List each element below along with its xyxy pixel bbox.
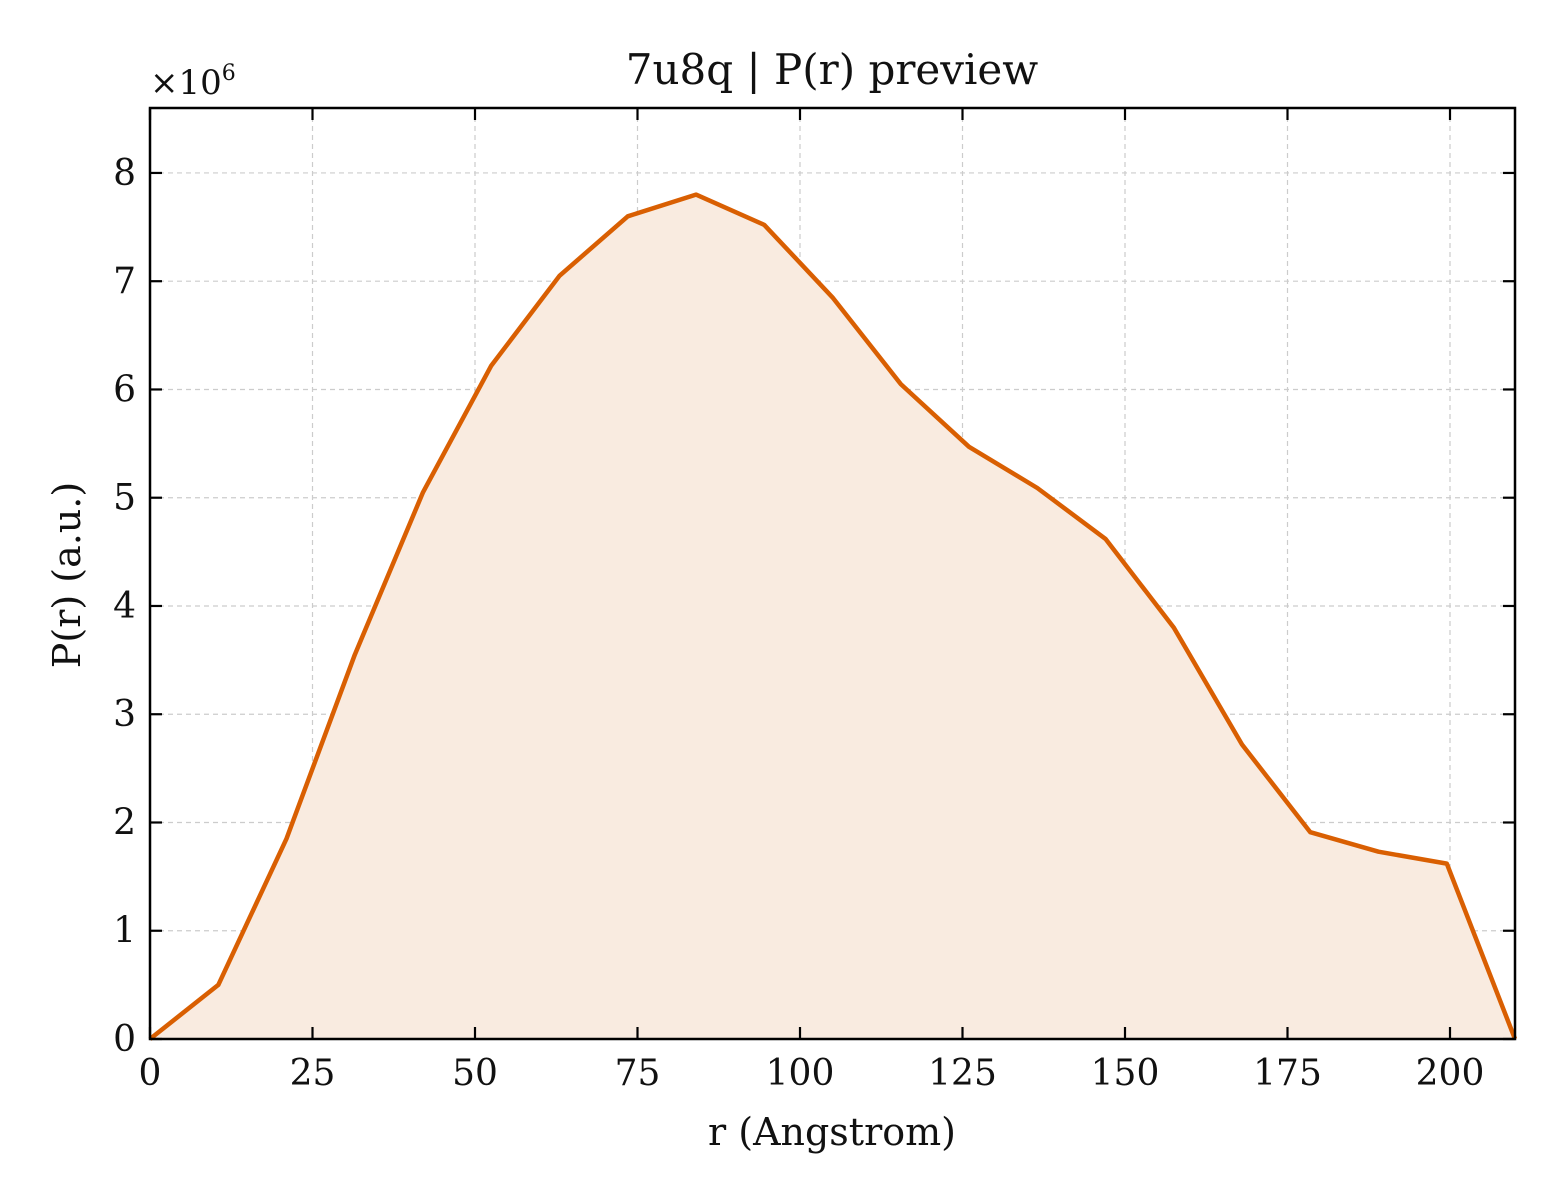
plot-frame (148, 106, 1517, 1041)
y-tick-label: 7 (113, 261, 136, 302)
y-tick-label: 0 (113, 1019, 136, 1060)
y-tick-label: 3 (113, 694, 136, 735)
y-tick-label: 8 (113, 153, 136, 194)
x-tick-label: 125 (928, 1053, 997, 1094)
chart-title: 7u8q | P(r) preview (626, 45, 1039, 94)
x-tick-label: 200 (1416, 1053, 1485, 1094)
y-tick-labels: 0 1 2 3 4 5 6 7 8 (113, 153, 136, 1060)
y-axis-multiplier-base: ×10 (150, 63, 222, 103)
x-tick-label: 100 (766, 1053, 835, 1094)
x-tick-label: 75 (615, 1053, 661, 1094)
x-tick-label: 25 (290, 1053, 336, 1094)
y-tick-label: 2 (113, 802, 136, 843)
y-tick-label: 1 (113, 911, 136, 952)
y-tick-label: 5 (113, 478, 136, 519)
x-axis-label: r (Angstrom) (708, 1110, 956, 1154)
x-tick-label: 175 (1253, 1053, 1322, 1094)
y-axis-multiplier: ×106 (150, 61, 236, 103)
x-tick-labels: 0 25 50 75 100 125 150 175 200 (139, 1053, 1485, 1094)
y-tick-label: 4 (113, 586, 136, 627)
x-tick-label: 0 (139, 1053, 162, 1094)
y-tick-label: 6 (113, 369, 136, 410)
x-tick-label: 150 (1091, 1053, 1160, 1094)
y-axis-label: P(r) (a.u.) (45, 482, 89, 668)
pr-area-fill (150, 194, 1515, 1040)
pr-series-line (148, 192, 1518, 1041)
y-axis-multiplier-exponent: 6 (222, 61, 236, 86)
x-tick-label: 50 (452, 1053, 498, 1094)
